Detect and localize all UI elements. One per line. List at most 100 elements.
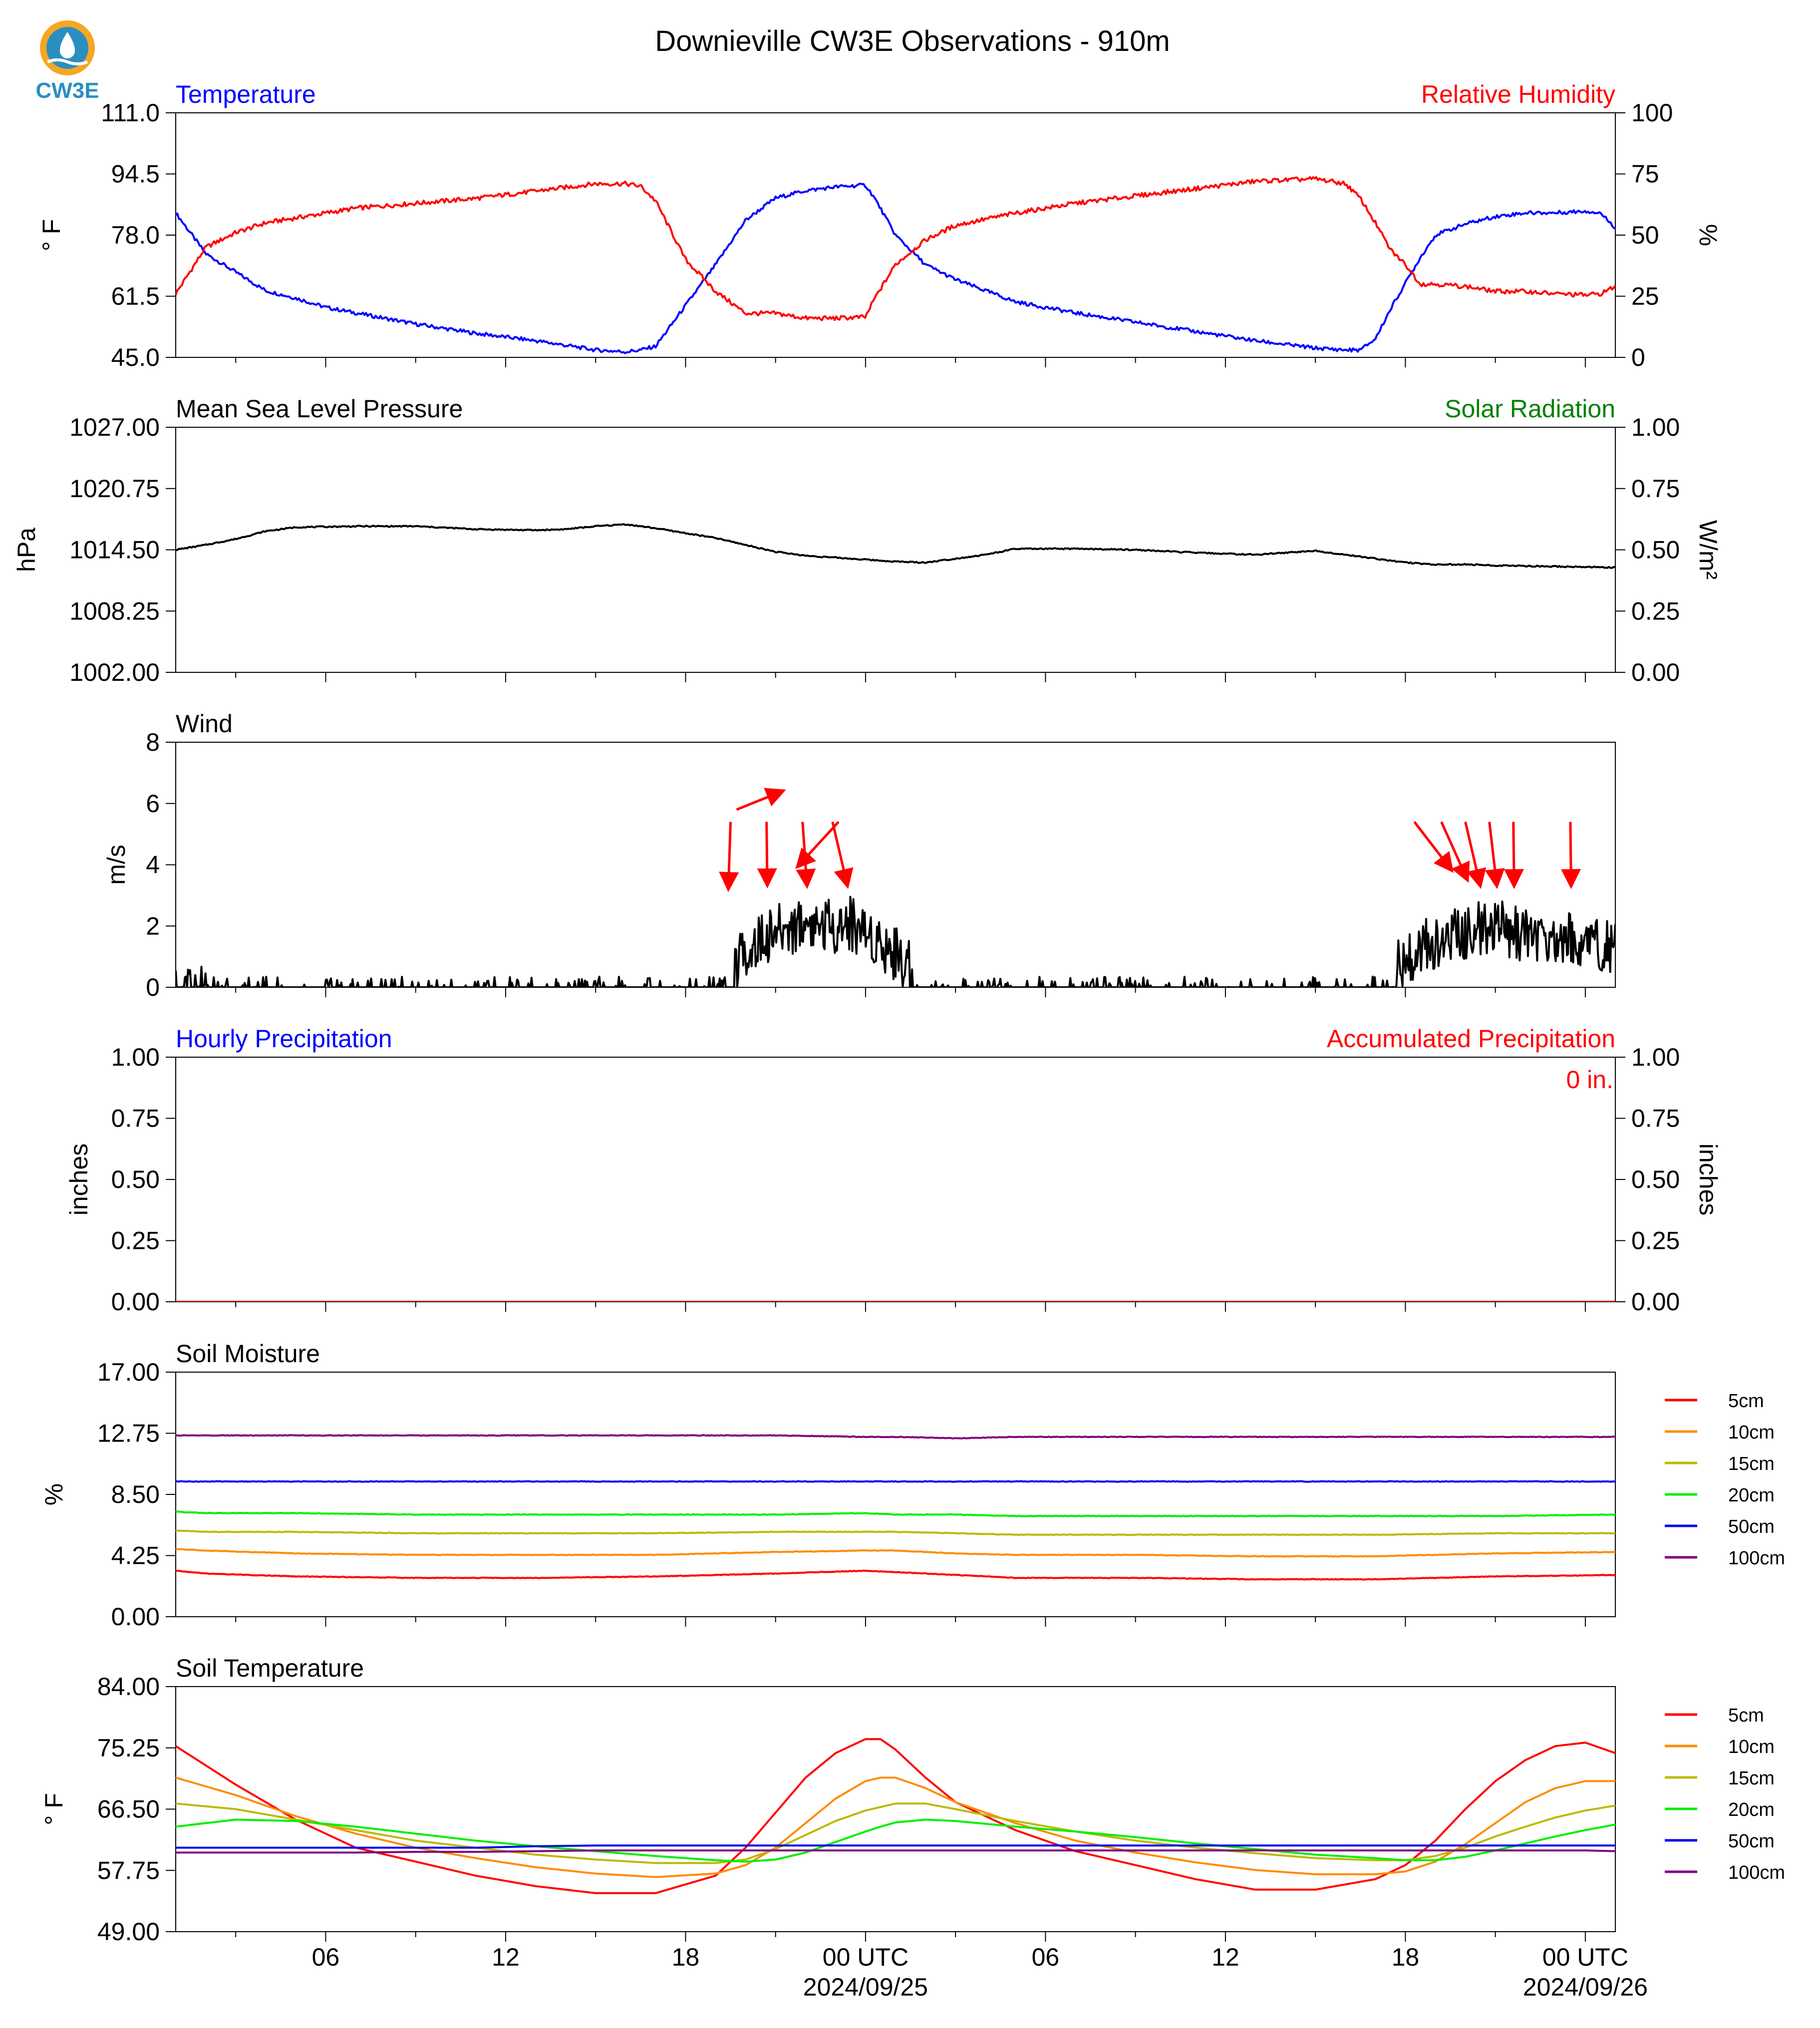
- legend-label: 5cm: [1728, 1705, 1764, 1726]
- x-tick-label: 12: [492, 1943, 520, 1971]
- y-tick-label-left: 57.75: [97, 1856, 160, 1884]
- series-line-10cm: [176, 1548, 1615, 1558]
- legend: 5cm 10cm 15cm 20cm 50cm 100cm: [1665, 1705, 1785, 1883]
- series-group: [176, 523, 1615, 569]
- legend-label: 10cm: [1728, 1422, 1775, 1443]
- pressure-panel: 1002.00 1008.25 1014.50 1020.75 1027.00 0.00 0…: [12, 395, 1722, 686]
- y-tick-label-right: 0.50: [1631, 1165, 1680, 1193]
- x-tick-date-label: 2024/09/26: [1523, 1973, 1648, 2001]
- legend-label: 20cm: [1728, 1799, 1775, 1820]
- wind-arrow: [719, 822, 739, 892]
- plot-frame: [175, 1686, 1616, 1932]
- y-tick-label-left: 6: [146, 790, 160, 818]
- series-line-100cm: [176, 1434, 1615, 1440]
- y-axis-unit-left: %: [40, 1483, 68, 1505]
- panel-title-right: Accumulated Precipitation: [1327, 1025, 1615, 1053]
- wind-arrow: [1413, 821, 1454, 873]
- legend-label: 100cm: [1728, 1862, 1785, 1883]
- y-tick-label-right: 0.00: [1631, 1288, 1680, 1316]
- figure-title: Downieville CW3E Observations - 910m: [655, 25, 1170, 57]
- y-tick-label-right: 100: [1631, 99, 1673, 127]
- x-tick-label: 06: [1032, 1943, 1060, 1971]
- wind-arrow: [831, 822, 854, 889]
- x-tick-label: 00 UTC: [823, 1943, 909, 1971]
- precip-panel: 0.00 0.25 0.50 0.75 1.00 0.00 0.25 0.50 0.75 1.00…: [65, 1025, 1722, 1316]
- series-group: [176, 176, 1615, 354]
- wind-arrow: [796, 822, 816, 889]
- series-line-5cm: [176, 1738, 1615, 1894]
- legend-label: 15cm: [1728, 1453, 1775, 1474]
- series-line-15cm: [176, 1529, 1615, 1536]
- y-axis-unit-right: inches: [1694, 1144, 1722, 1216]
- legend: 5cm 10cm 15cm 20cm 50cm 100cm: [1665, 1391, 1785, 1569]
- y-tick-label-right: 0: [1631, 343, 1645, 371]
- y-tick-label-right: 0.00: [1631, 658, 1680, 686]
- series-line-15cm: [176, 1802, 1615, 1864]
- x-tick-label: 00 UTC: [1542, 1943, 1628, 1971]
- y-tick-label-left: 1.00: [111, 1043, 160, 1071]
- series-line-mean-sea-level-pressure: [176, 523, 1615, 569]
- plot-frame: [175, 1057, 1616, 1302]
- y-tick-label-right: 25: [1631, 283, 1659, 310]
- series-line-wind-speed: [176, 895, 1615, 987]
- y-axis-unit-left: hPa: [12, 528, 40, 572]
- series-line-50cm: [176, 1480, 1615, 1483]
- y-tick-label-left: 1027.00: [69, 413, 160, 441]
- plot-frame: [175, 427, 1616, 673]
- y-axis-unit-left: ° F: [37, 219, 65, 251]
- y-axis-unit-right: %: [1694, 224, 1722, 246]
- accumulated-precip-value: 0 in.: [1566, 1066, 1613, 1094]
- y-tick-label-left: 8.50: [111, 1480, 160, 1508]
- series-line-20cm: [176, 1818, 1615, 1863]
- x-tick-label: 12: [1212, 1943, 1239, 1971]
- wind-arrow: [1560, 822, 1581, 889]
- y-tick-label-left: 4: [146, 851, 160, 879]
- legend-label: 50cm: [1728, 1516, 1775, 1537]
- panel-title-left: Soil Moisture: [176, 1340, 320, 1368]
- y-tick-label-right: 0.25: [1631, 597, 1680, 625]
- series-line-5cm: [176, 1569, 1615, 1581]
- y-axis-unit-left: ° F: [40, 1793, 68, 1825]
- y-tick-label-left: 78.0: [111, 221, 160, 249]
- y-tick-label-left: 8: [146, 728, 160, 756]
- x-tick-label: 06: [312, 1943, 340, 1971]
- y-tick-label-left: 0.00: [111, 1603, 160, 1631]
- series-group: [176, 895, 1615, 987]
- panel-title-right: Solar Radiation: [1445, 395, 1615, 423]
- wind-arrow: [1440, 821, 1470, 883]
- series-group: [176, 1434, 1615, 1581]
- y-tick-label-right: 0.75: [1631, 1105, 1680, 1133]
- y-tick-label-left: 111.0: [101, 99, 160, 127]
- y-tick-label-right: 50: [1631, 221, 1659, 249]
- y-tick-label-left: 12.75: [97, 1420, 160, 1448]
- panel-title-left: Soil Temperature: [176, 1654, 364, 1682]
- series-line-50cm: [176, 1844, 1615, 1849]
- y-tick-label-left: 75.25: [97, 1734, 160, 1762]
- y-tick-label-left: 66.50: [97, 1795, 160, 1823]
- y-tick-label-right: 75: [1631, 160, 1659, 188]
- y-tick-label-left: 94.5: [111, 160, 160, 188]
- wind-arrow: [736, 788, 786, 811]
- x-tick-label: 18: [672, 1943, 700, 1971]
- series-line-100cm: [176, 1849, 1615, 1854]
- wind-arrow: [795, 821, 840, 869]
- y-tick-label-right: 0.25: [1631, 1227, 1680, 1255]
- series-group: [176, 1738, 1615, 1894]
- y-tick-label-left: 0.25: [111, 1227, 160, 1255]
- y-tick-label-right: 1.00: [1631, 413, 1680, 441]
- panel-title-left: Wind: [176, 710, 233, 738]
- logo-text: CW3E: [35, 78, 99, 103]
- series-line-20cm: [176, 1510, 1615, 1517]
- y-tick-label-left: 0: [146, 973, 160, 1001]
- y-tick-label-left: 45.0: [111, 343, 160, 371]
- y-tick-label-left: 1002.00: [69, 658, 160, 686]
- legend-label: 100cm: [1728, 1548, 1785, 1569]
- y-tick-label-right: 0.75: [1631, 475, 1680, 503]
- y-tick-label-left: 0.50: [111, 1165, 160, 1193]
- panels-group: 45.0 61.5 78.0 94.5 111.0 0 25 50 75 100 Temperatu…: [12, 80, 1785, 1946]
- y-tick-label-left: 4.25: [111, 1542, 160, 1570]
- y-axis-unit-right: W/m²: [1694, 520, 1722, 579]
- panel-title-right: Relative Humidity: [1421, 80, 1615, 108]
